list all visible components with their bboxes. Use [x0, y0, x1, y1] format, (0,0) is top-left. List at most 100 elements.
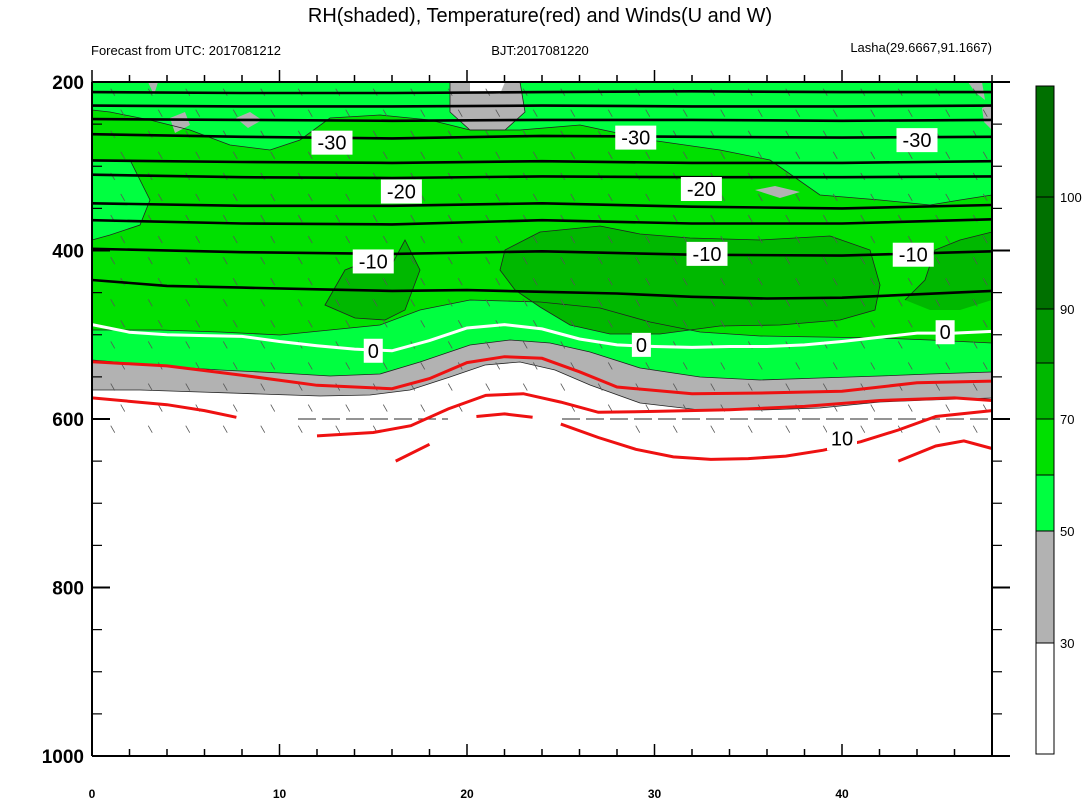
colorbar-label: 100	[1060, 190, 1082, 205]
wind-barb	[345, 320, 351, 328]
wind-barb	[522, 341, 528, 349]
wind-barb	[185, 256, 191, 265]
wind-barb	[270, 404, 276, 412]
wind-barb	[147, 383, 153, 391]
wind-barb	[832, 362, 838, 370]
x-tick-label: 30	[648, 787, 662, 801]
wind-barb	[682, 109, 688, 117]
wind-barb	[420, 235, 426, 244]
wind-barb	[795, 193, 801, 202]
wind-barb	[607, 151, 613, 160]
wind-barb	[147, 256, 153, 265]
wind-barb	[307, 320, 313, 328]
wind-barb	[157, 404, 163, 412]
wind-barb	[570, 151, 576, 160]
wind-barb	[485, 256, 491, 265]
wind-barb	[672, 299, 678, 307]
wind-barb	[945, 193, 951, 202]
wind-barb	[785, 299, 791, 307]
wind-barb	[297, 256, 303, 265]
wind-barb	[672, 214, 678, 223]
wind-barb	[260, 383, 266, 391]
wind-barb	[195, 151, 201, 160]
wind-barb	[222, 214, 228, 223]
x-axis-ticks: 0 10 20 30 40	[89, 70, 993, 801]
contour-label-box	[896, 128, 938, 153]
wind-barb	[457, 193, 463, 202]
wind-barb	[420, 151, 426, 160]
wind-barb	[860, 256, 866, 265]
wind-barb	[232, 320, 238, 328]
contour-label: -10	[892, 242, 934, 267]
contour-label-text: -30	[903, 130, 932, 152]
wind-barb	[935, 256, 941, 265]
contour-label: -10	[352, 249, 394, 274]
wind-barb	[110, 341, 116, 349]
wind-barb	[485, 341, 491, 349]
wind-barb	[157, 320, 163, 328]
wind-barb	[720, 278, 726, 286]
wind-barb	[495, 235, 501, 244]
wind-barb	[907, 193, 913, 202]
contour-label-text: -10	[693, 244, 722, 266]
wind-barb	[935, 299, 941, 307]
wind-barb	[307, 278, 313, 286]
wind-barb	[982, 235, 988, 244]
wind-barb	[747, 425, 753, 433]
wind-barb	[232, 278, 238, 286]
wind-barb	[560, 256, 566, 265]
temperature-contour-red	[560, 409, 993, 461]
contour-label: -20	[680, 176, 722, 201]
colorbar-segment	[1035, 642, 1055, 755]
wind-barb	[345, 404, 351, 412]
wind-barb	[260, 341, 266, 349]
wind-barb	[607, 109, 613, 117]
wind-barb	[870, 404, 876, 412]
wind-barb	[570, 320, 576, 328]
colorbar-segment	[1035, 362, 1055, 420]
wind-barb	[757, 278, 763, 286]
wind-barb	[795, 320, 801, 328]
wind-barb	[232, 151, 238, 160]
wind-barb	[607, 235, 613, 244]
rh-band-30-50-patch6	[982, 104, 992, 130]
wind-barb	[495, 278, 501, 286]
wind-barb	[457, 235, 463, 244]
wind-barb	[195, 278, 201, 286]
location-subtitle: Lasha(29.6667,91.1667)	[850, 40, 992, 55]
rh-band-90-100-left	[325, 240, 420, 320]
wind-barb	[935, 425, 941, 433]
temperature-contour-black	[91, 89, 992, 95]
wind-barb	[597, 383, 603, 391]
temperature-contour-red	[395, 442, 431, 463]
contour-label-text: -20	[687, 179, 716, 201]
wind-barb	[972, 299, 978, 307]
wind-barb	[672, 425, 678, 433]
wind-barb	[907, 362, 913, 370]
wind-barb	[447, 299, 453, 307]
wind-barb	[457, 151, 463, 160]
wind-barb	[495, 109, 501, 117]
wind-barb	[382, 362, 388, 370]
wind-barb	[532, 151, 538, 160]
wind-barb	[607, 320, 613, 328]
wind-barb	[232, 109, 238, 117]
wind-barb	[307, 362, 313, 370]
wind-barb	[860, 214, 866, 223]
colorbar-label: 30	[1060, 636, 1074, 651]
wind-barb	[410, 256, 416, 265]
wind-barb	[270, 151, 276, 160]
wind-barb	[307, 235, 313, 244]
wind-barb	[222, 256, 228, 265]
wind-barb	[560, 383, 566, 391]
wind-barb	[345, 109, 351, 117]
x-tick-label: 20	[460, 787, 474, 801]
wind-barb	[747, 256, 753, 265]
temperature-contour-black	[91, 201, 993, 210]
contour-label: -30	[615, 125, 657, 150]
wind-barb	[860, 299, 866, 307]
wind-barb	[270, 109, 276, 117]
wind-barb	[870, 193, 876, 202]
contour-label-box	[892, 242, 934, 267]
